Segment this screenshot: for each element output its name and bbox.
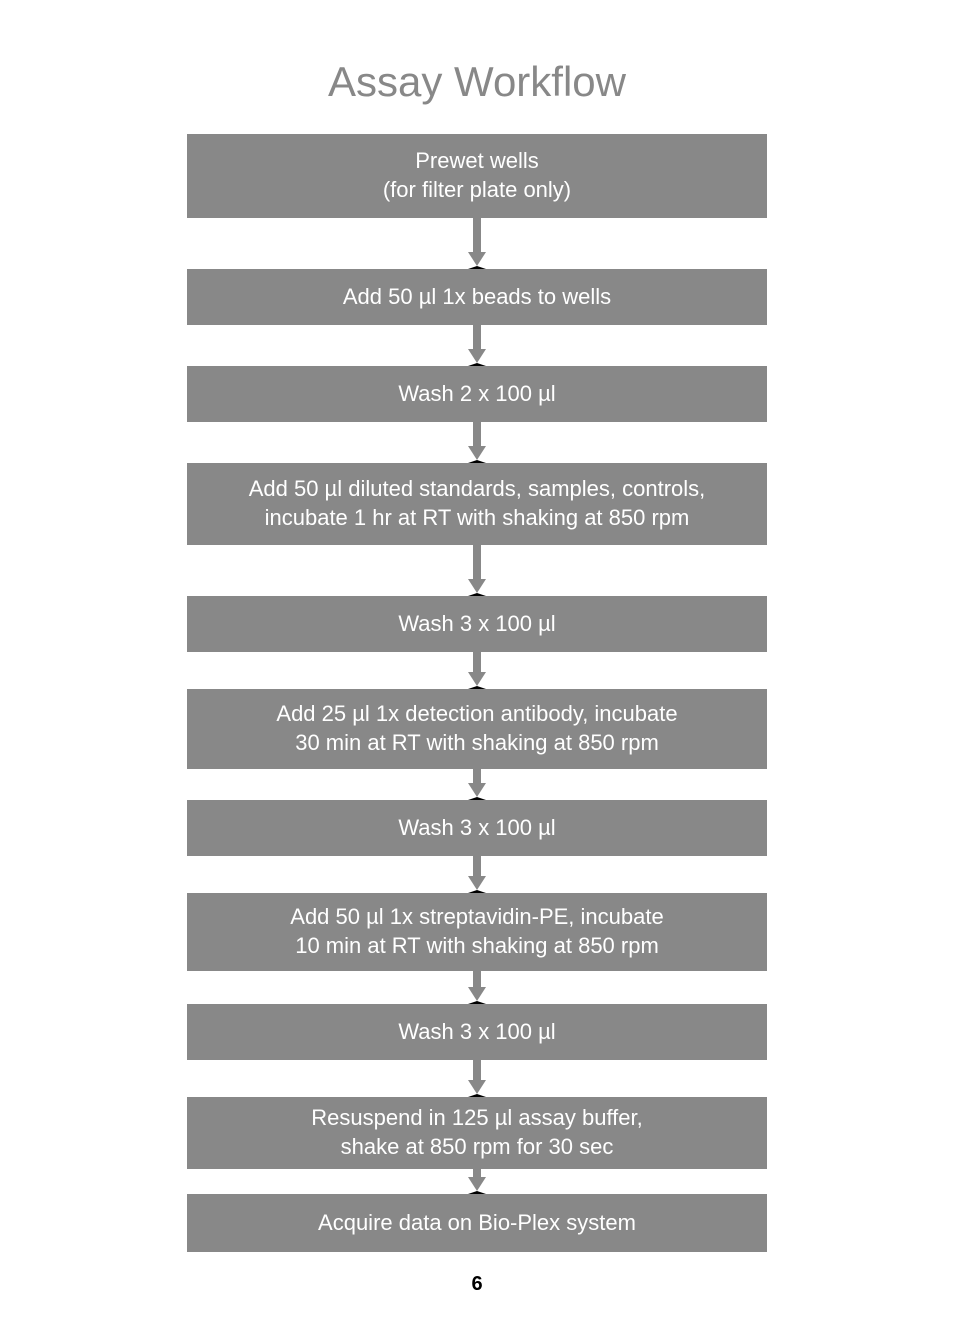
arrow-line — [473, 971, 481, 987]
workflow-step: Wash 2 x 100 µl — [187, 366, 767, 422]
arrow-head-icon — [468, 876, 486, 893]
workflow-step-text: incubate 1 hr at RT with shaking at 850 … — [265, 504, 690, 533]
workflow-step-text: Wash 2 x 100 µl — [398, 380, 555, 409]
arrow-head-icon — [468, 672, 486, 689]
workflow-step-text: shake at 850 rpm for 30 sec — [341, 1133, 614, 1162]
arrow-head-icon — [468, 1177, 486, 1194]
workflow-step-text: Acquire data on Bio-Plex system — [318, 1209, 636, 1238]
workflow-step: Resuspend in 125 µl assay buffer,shake a… — [187, 1097, 767, 1169]
arrow-line — [473, 325, 481, 349]
arrow-head-icon — [468, 349, 486, 366]
arrow-line — [473, 652, 481, 672]
arrow-icon — [468, 1169, 486, 1194]
arrow-head-icon — [468, 446, 486, 463]
workflow-step-text: Add 50 µl diluted standards, samples, co… — [249, 475, 706, 504]
arrow-head-icon — [468, 252, 486, 269]
arrow-line — [473, 1169, 481, 1177]
arrow-icon — [468, 652, 486, 689]
arrow-head-icon — [468, 579, 486, 596]
workflow-step: Add 50 µl diluted standards, samples, co… — [187, 463, 767, 545]
workflow-step: Wash 3 x 100 µl — [187, 800, 767, 856]
arrow-line — [473, 422, 481, 446]
arrow-icon — [468, 769, 486, 800]
arrow-line — [473, 218, 481, 252]
workflow-step: Acquire data on Bio-Plex system — [187, 1194, 767, 1252]
workflow-step-text: Add 50 µl 1x beads to wells — [343, 283, 611, 312]
workflow-step: Add 25 µl 1x detection antibody, incubat… — [187, 689, 767, 769]
arrow-head-icon — [468, 783, 486, 800]
arrow-icon — [468, 325, 486, 366]
workflow-step-text: Add 25 µl 1x detection antibody, incubat… — [276, 700, 677, 729]
workflow-step-text: 30 min at RT with shaking at 850 rpm — [295, 729, 659, 758]
workflow-step: Wash 3 x 100 µl — [187, 1004, 767, 1060]
arrow-line — [473, 856, 481, 876]
arrow-line — [473, 545, 481, 579]
arrow-head-icon — [468, 987, 486, 1004]
workflow-step: Add 50 µl 1x streptavidin-PE, incubate10… — [187, 893, 767, 971]
workflow-step: Wash 3 x 100 µl — [187, 596, 767, 652]
workflow-step-text: Add 50 µl 1x streptavidin-PE, incubate — [290, 903, 663, 932]
arrow-icon — [468, 422, 486, 463]
flowchart-container: Prewet wells(for filter plate only) Add 5… — [187, 134, 767, 1252]
arrow-line — [473, 1060, 481, 1080]
workflow-step-text: Wash 3 x 100 µl — [398, 610, 555, 639]
workflow-step-text: Resuspend in 125 µl assay buffer, — [311, 1104, 642, 1133]
arrow-icon — [468, 1060, 486, 1097]
workflow-step: Add 50 µl 1x beads to wells — [187, 269, 767, 325]
arrow-icon — [468, 971, 486, 1004]
arrow-head-icon — [468, 1080, 486, 1097]
workflow-step-text: Wash 3 x 100 µl — [398, 1018, 555, 1047]
workflow-step-text: (for filter plate only) — [383, 176, 571, 205]
arrow-icon — [468, 856, 486, 893]
arrow-icon — [468, 218, 486, 269]
workflow-step-text: Wash 3 x 100 µl — [398, 814, 555, 843]
arrow-icon — [468, 545, 486, 596]
arrow-line — [473, 769, 481, 783]
workflow-step-text: Prewet wells — [415, 147, 538, 176]
page-number: 6 — [0, 1273, 954, 1336]
workflow-step-text: 10 min at RT with shaking at 850 rpm — [295, 932, 659, 961]
page-title: Assay Workflow — [0, 58, 954, 106]
workflow-step: Prewet wells(for filter plate only) — [187, 134, 767, 218]
